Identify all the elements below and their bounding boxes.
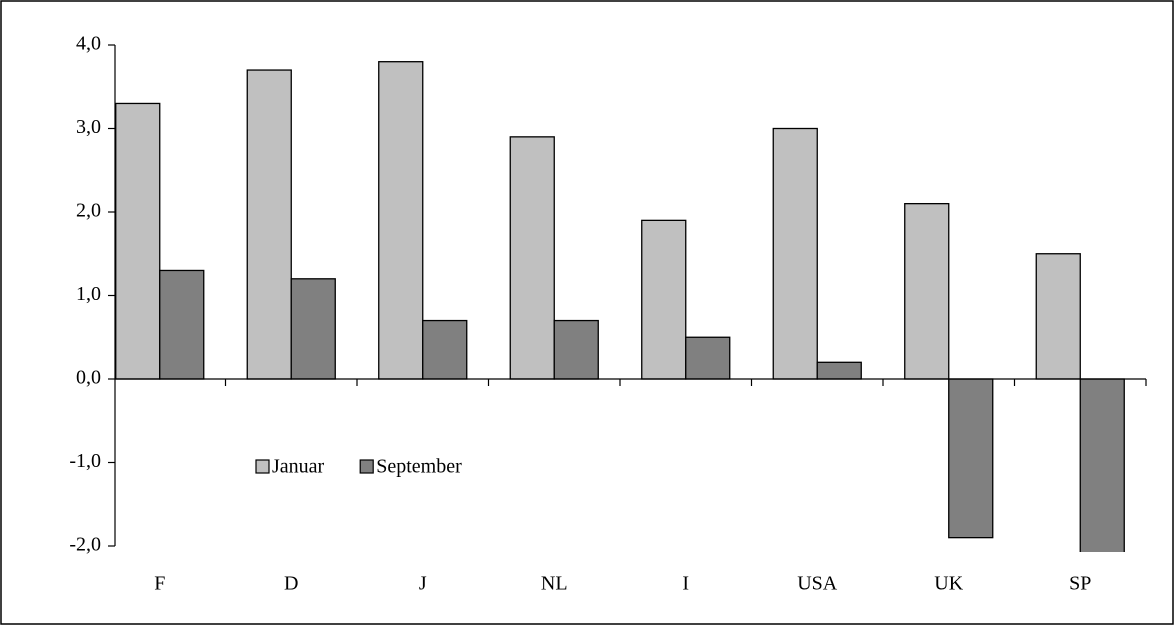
- x-tick-label: SP: [1069, 573, 1091, 595]
- bar: [553, 319, 599, 380]
- x-tick-label: I: [682, 573, 689, 595]
- x-tick-label: F: [154, 573, 165, 595]
- y-tick-label: 1,0: [76, 283, 101, 305]
- y-tick-label: 0,0: [76, 367, 101, 389]
- x-tick-label: D: [284, 573, 298, 595]
- x-tick-label: UK: [934, 573, 963, 595]
- bar: [904, 202, 950, 380]
- bar: [422, 319, 468, 380]
- legend-label: Januar: [272, 456, 325, 478]
- bar: [641, 219, 687, 380]
- bars: [115, 61, 1125, 552]
- bar: [246, 69, 292, 380]
- x-tick-label: USA: [797, 573, 838, 595]
- bar: [290, 278, 336, 380]
- legend-swatch: [359, 459, 374, 474]
- y-tick-label: -2,0: [69, 534, 101, 556]
- bar: [685, 336, 731, 380]
- bar: [509, 136, 555, 380]
- bar: [816, 361, 862, 380]
- bar: [378, 61, 424, 380]
- y-tick-label: 2,0: [76, 200, 101, 222]
- bar: [1079, 378, 1125, 552]
- y-tick-label: 4,0: [76, 33, 101, 55]
- x-tick-label: J: [419, 573, 427, 595]
- legend-label: September: [376, 456, 462, 478]
- bar: [1035, 253, 1081, 380]
- bar: [115, 102, 161, 380]
- bar: [948, 378, 994, 539]
- bar: [772, 127, 818, 380]
- y-tick-label: 3,0: [76, 116, 101, 138]
- bar: [159, 269, 205, 380]
- legend-swatch: [255, 459, 270, 474]
- y-tick-label: -1,0: [69, 450, 101, 472]
- x-tick-label: NL: [541, 573, 568, 595]
